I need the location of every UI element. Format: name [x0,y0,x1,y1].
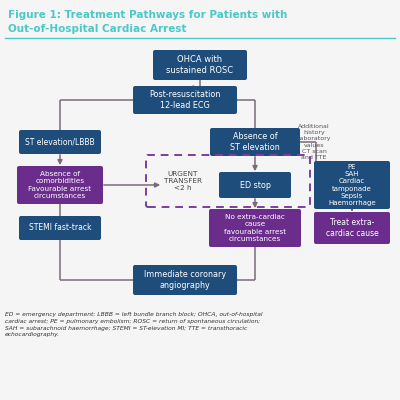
FancyBboxPatch shape [314,212,390,244]
Text: Out-of-Hospital Cardiac Arrest: Out-of-Hospital Cardiac Arrest [8,24,186,34]
FancyBboxPatch shape [219,172,291,198]
Text: Post-resuscitation
12-lead ECG: Post-resuscitation 12-lead ECG [149,90,221,110]
Text: ED stop: ED stop [240,180,270,190]
Text: URGENT
TRANSFER
<2 h: URGENT TRANSFER <2 h [164,170,202,192]
FancyBboxPatch shape [19,130,101,154]
FancyBboxPatch shape [209,209,301,247]
Text: Immediate coronary
angiography: Immediate coronary angiography [144,270,226,290]
FancyBboxPatch shape [133,265,237,295]
Text: STEMI fast-track: STEMI fast-track [29,224,91,232]
FancyBboxPatch shape [133,86,237,114]
Text: OHCA with
sustained ROSC: OHCA with sustained ROSC [166,55,234,75]
Text: Absence of
comorbidities
Favourable arrest
circumstances: Absence of comorbidities Favourable arre… [28,171,92,199]
Text: PE
SAH
Cardiac
tamponade
Sepsis
Haemorrhage: PE SAH Cardiac tamponade Sepsis Haemorrh… [328,164,376,206]
FancyBboxPatch shape [153,50,247,80]
FancyBboxPatch shape [19,216,101,240]
Text: Absence of
ST elevation: Absence of ST elevation [230,132,280,152]
Text: Treat extra-
cardiac cause: Treat extra- cardiac cause [326,218,378,238]
FancyBboxPatch shape [17,166,103,204]
Text: ED = emergency department; LBBB = left bundle branch block; OHCA, out-of-hospita: ED = emergency department; LBBB = left b… [5,312,262,338]
Text: ST elevation/LBBB: ST elevation/LBBB [25,138,95,146]
Text: Additional
history
Laboratory
values
CT scan
and TTE: Additional history Laboratory values CT … [297,124,331,160]
Text: Figure 1: Treatment Pathways for Patients with: Figure 1: Treatment Pathways for Patient… [8,10,287,20]
FancyBboxPatch shape [314,161,390,209]
Text: No extra-cardiac
cause
favourable arrest
circumstances: No extra-cardiac cause favourable arrest… [224,214,286,242]
FancyBboxPatch shape [210,128,300,156]
